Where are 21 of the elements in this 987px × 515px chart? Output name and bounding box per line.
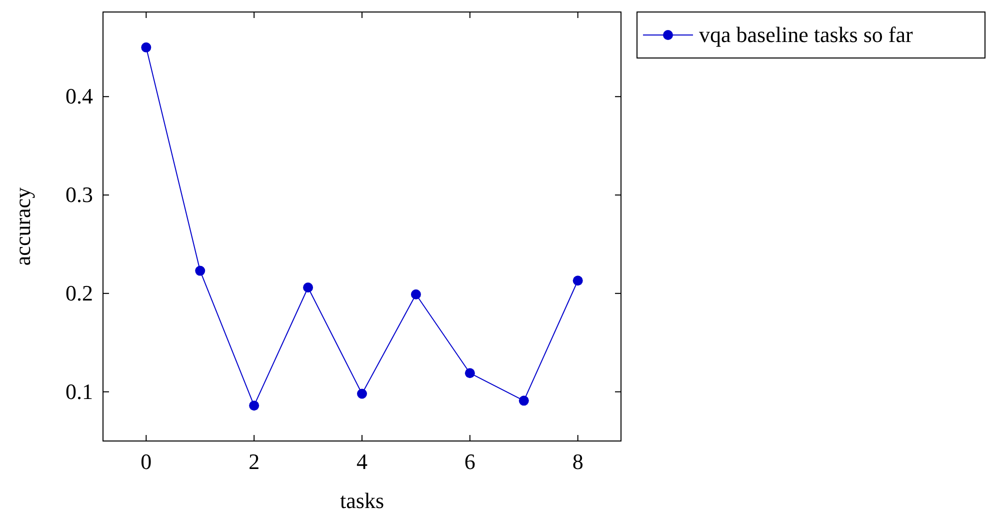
x-tick-label: 6 (464, 449, 476, 474)
point (303, 282, 314, 293)
x-tick-label: 2 (248, 449, 260, 474)
legend-label: vqa baseline tasks so far (699, 22, 914, 47)
y-axis-title: accuracy (10, 187, 35, 266)
y-tick-label: 0.1 (66, 378, 93, 404)
point (141, 42, 152, 52)
point (572, 276, 583, 286)
point (195, 266, 206, 276)
x-axis-title: tasks (340, 488, 384, 513)
y-tick-label: 0.2 (66, 280, 93, 306)
point (357, 388, 367, 399)
point (518, 396, 529, 406)
point (464, 368, 475, 378)
x-tick-label: 0 (140, 449, 152, 474)
x-tick-label: 4 (356, 449, 368, 474)
x-tick-label: 8 (572, 449, 584, 474)
y-tick-label: 0.3 (66, 182, 93, 208)
point (249, 400, 260, 411)
y-tick-label: 0.4 (66, 84, 93, 109)
point (410, 289, 421, 300)
